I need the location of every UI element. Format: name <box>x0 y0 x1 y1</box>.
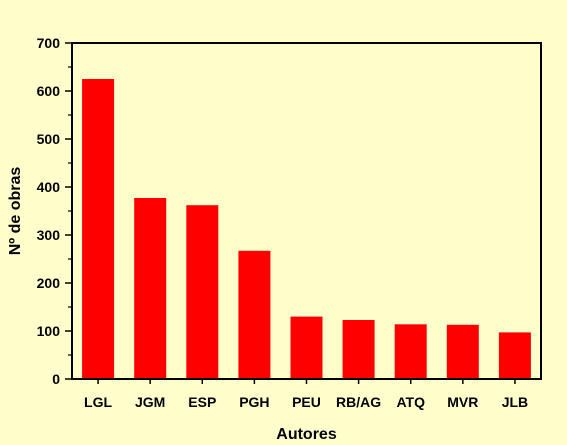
labels-group: LGL JGM ESP PGH PEU RB/AG ATQ MVR JLB 0 100 200 300 4… <box>37 35 529 410</box>
y-axis-title: Nº de obras <box>7 167 24 256</box>
y-tick-label: 500 <box>37 131 61 147</box>
y-tick-label: 600 <box>37 83 61 99</box>
bars-group <box>82 79 531 379</box>
y-tick-label: 0 <box>52 371 60 387</box>
bar-mvr <box>446 324 479 379</box>
bar-atq <box>394 324 427 379</box>
plot-frame <box>71 42 542 380</box>
x-tick-label: PGH <box>239 394 269 410</box>
bar-esp <box>186 205 219 379</box>
y-tick-label: 300 <box>37 227 61 243</box>
x-axis-title: Autores <box>276 426 337 443</box>
y-tick-label: 100 <box>37 323 61 339</box>
x-tick-label: ESP <box>188 394 216 410</box>
y-tick-label: 400 <box>37 179 61 195</box>
x-tick-label: LGL <box>84 394 112 410</box>
x-tick-label: JGM <box>135 394 165 410</box>
x-tick-label: ATQ <box>396 394 425 410</box>
x-tick-label: RB/AG <box>336 394 381 410</box>
bar-peu <box>290 316 323 379</box>
bar-rb-ag <box>342 320 375 379</box>
x-tick-label: PEU <box>292 394 321 410</box>
y-tick-label: 700 <box>37 35 61 51</box>
bar-jgm <box>134 198 167 379</box>
bar-lgl <box>82 79 115 379</box>
x-tick-label: JLB <box>502 394 528 410</box>
x-tick-label: MVR <box>447 394 478 410</box>
y-tick-label: 200 <box>37 275 61 291</box>
bar-pgh <box>238 250 271 379</box>
bar-jlb <box>498 332 531 379</box>
